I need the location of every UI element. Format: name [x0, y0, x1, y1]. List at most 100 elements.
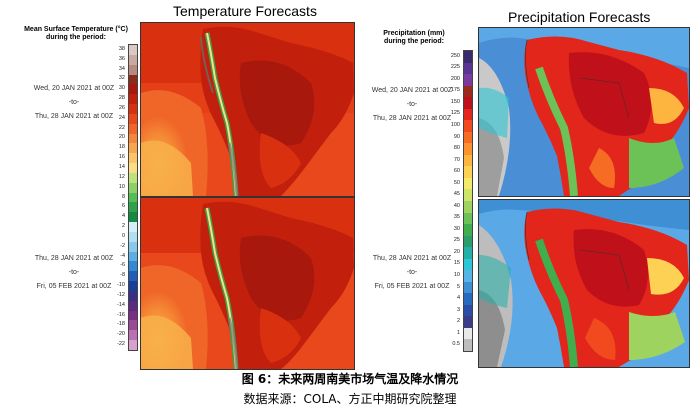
colorbar-tick-label: 5: [456, 283, 460, 290]
colorbar-tick-label: 15: [453, 260, 460, 267]
colorbar-tick-label: 250: [450, 52, 460, 59]
colorbar-segment: [129, 310, 137, 321]
colorbar-tick-label: 24: [118, 114, 125, 121]
precipitation-map-week1: [478, 27, 690, 197]
colorbar-segment: [464, 74, 472, 87]
prec-period-2: Thu, 28 JAN 2021 at 00Z -to- Fri, 05 FEB…: [362, 254, 462, 291]
colorbar-tick-label: 26: [118, 104, 125, 111]
colorbar-segment: [464, 293, 472, 306]
colorbar-segment: [129, 271, 137, 282]
colorbar-segment: [129, 133, 137, 144]
colorbar-segment: [129, 54, 137, 66]
colorbar-tick-label: 125: [450, 110, 460, 117]
colorbar-segment: [129, 64, 137, 75]
colorbar-segment: [464, 62, 472, 75]
colorbar-segment: [129, 290, 137, 302]
colorbar-tick-label: 14: [118, 163, 125, 170]
colorbar-segment: [464, 327, 472, 340]
colorbar-segment: [464, 131, 472, 144]
colorbar-tick-label: -6: [120, 262, 125, 269]
colorbar-tick-label: 10: [118, 183, 125, 190]
colorbar-tick-label: 90: [453, 133, 460, 140]
colorbar-tick-label: 0: [121, 232, 125, 239]
colorbar-segment: [129, 340, 137, 351]
colorbar-tick-label: 34: [118, 65, 125, 72]
colorbar-tick-label: 36: [118, 55, 125, 62]
colorbar-segment: [464, 201, 472, 214]
colorbar-segment: [464, 224, 472, 237]
precipitation-legend-label: Precipitation (mm): [383, 30, 445, 37]
colorbar-tick-label: -22: [117, 341, 125, 348]
colorbar-segment: [464, 247, 472, 260]
colorbar-tick-label: 2: [456, 318, 460, 325]
colorbar-tick-label: -12: [117, 291, 125, 298]
temp-period-2-from: Thu, 28 JAN 2021 at 00Z: [34, 255, 114, 262]
colorbar-tick-label: 50: [453, 179, 460, 186]
colorbar-tick-label: 30: [118, 85, 125, 92]
prec-period-1: Wed, 20 JAN 2021 at 00Z -to- Thu, 28 JAN…: [362, 86, 462, 123]
temperature-map-week1: [140, 22, 355, 197]
temp-period-1-to-label: -to-: [68, 99, 80, 106]
colorbar-tick-label: 8: [121, 193, 125, 200]
colorbar-segment: [129, 281, 137, 292]
colorbar-segment: [464, 235, 472, 248]
colorbar-segment: [129, 192, 137, 203]
colorbar-tick-label: 0.5: [452, 341, 460, 348]
colorbar-segment: [464, 212, 472, 225]
colorbar-segment: [129, 261, 137, 272]
colorbar-segment: [464, 120, 472, 133]
colorbar-tick-label: 20: [118, 134, 125, 141]
temp-period-2: Thu, 28 JAN 2021 at 00Z -to- Fri, 05 FEB…: [20, 254, 128, 291]
colorbar-segment: [129, 45, 137, 56]
temperature-legend-label: Mean Surface Temperature (°C): [24, 26, 128, 33]
colorbar-segment: [129, 202, 137, 213]
colorbar-tick-label: 12: [118, 173, 125, 180]
colorbar-tick-label: 225: [450, 64, 460, 71]
colorbar-tick-label: 25: [453, 237, 460, 244]
colorbar-segment: [129, 212, 137, 223]
temp-period-2-to-label: -to-: [68, 269, 80, 276]
temperature-legend-sub: during the period:: [46, 34, 106, 41]
colorbar-segment: [129, 123, 137, 135]
colorbar-tick-label: -8: [120, 272, 125, 279]
colorbar-segment: [129, 94, 137, 105]
precipitation-legend-title: Precipitation (mm) during the period:: [378, 30, 450, 46]
colorbar-tick-label: -18: [117, 321, 125, 328]
precipitation-legend-sub: during the period:: [384, 38, 444, 45]
colorbar-segment: [129, 153, 137, 164]
colorbar-tick-label: 200: [450, 75, 460, 82]
prec-period-2-to: Fri, 05 FEB 2021 at 00Z: [374, 283, 450, 290]
colorbar-tick-label: 100: [450, 122, 460, 128]
colorbar-segment: [464, 189, 472, 202]
colorbar-tick-label: 20: [453, 248, 460, 255]
colorbar-tick-label: 70: [453, 156, 460, 163]
colorbar-segment: [464, 108, 472, 121]
colorbar-segment: [129, 241, 137, 253]
colorbar-tick-label: -4: [120, 252, 125, 259]
colorbar-tick-label: -2: [120, 242, 125, 249]
colorbar-segment: [464, 166, 472, 179]
colorbar-tick-label: 28: [118, 95, 125, 102]
colorbar-tick-label: 32: [118, 75, 125, 82]
colorbar-segment: [464, 316, 472, 329]
colorbar-segment: [129, 143, 137, 154]
temperature-legend-title: Mean Surface Temperature (°C) during the…: [16, 26, 136, 42]
temperature-map-week2: [140, 197, 355, 370]
temp-period-1: Wed, 20 JAN 2021 at 00Z -to- Thu, 28 JAN…: [20, 84, 128, 121]
colorbar-tick-label: 1: [456, 329, 460, 336]
prec-period-2-from: Thu, 28 JAN 2021 at 00Z: [372, 255, 452, 262]
figure-caption-title: 图 6：未来两周南美市场气温及降水情况: [241, 372, 459, 386]
temp-period-1-to: Thu, 28 JAN 2021 at 00Z: [34, 113, 114, 120]
prec-period-2-to-label: -to-: [406, 269, 418, 276]
colorbar-tick-label: 175: [450, 87, 460, 94]
colorbar-segment: [129, 163, 137, 174]
colorbar-segment: [129, 300, 137, 312]
colorbar-tick-label: 16: [118, 154, 125, 161]
colorbar-tick-label: 10: [453, 272, 460, 278]
prec-period-1-to-label: -to-: [406, 101, 418, 108]
colorbar-segment: [464, 304, 472, 317]
colorbar-segment: [129, 104, 137, 115]
colorbar-segment: [464, 270, 472, 283]
colorbar-tick-label: 150: [450, 98, 460, 105]
colorbar-tick-label: 40: [453, 202, 460, 209]
